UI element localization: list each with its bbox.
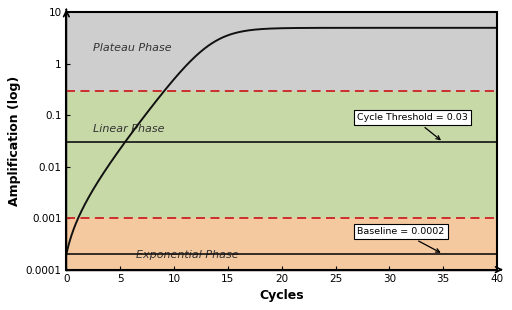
Y-axis label: Amplification (log): Amplification (log) xyxy=(8,76,22,206)
Text: Cycle Threshold = 0.03: Cycle Threshold = 0.03 xyxy=(357,113,468,140)
Bar xyxy=(67,12,497,91)
Text: Baseline = 0.0002: Baseline = 0.0002 xyxy=(357,227,444,252)
Text: Exponential Phase: Exponential Phase xyxy=(136,250,239,260)
X-axis label: Cycles: Cycles xyxy=(260,289,304,302)
Text: Plateau Phase: Plateau Phase xyxy=(93,43,172,53)
Bar xyxy=(67,91,497,218)
Bar xyxy=(67,218,497,270)
Text: Linear Phase: Linear Phase xyxy=(93,124,165,134)
